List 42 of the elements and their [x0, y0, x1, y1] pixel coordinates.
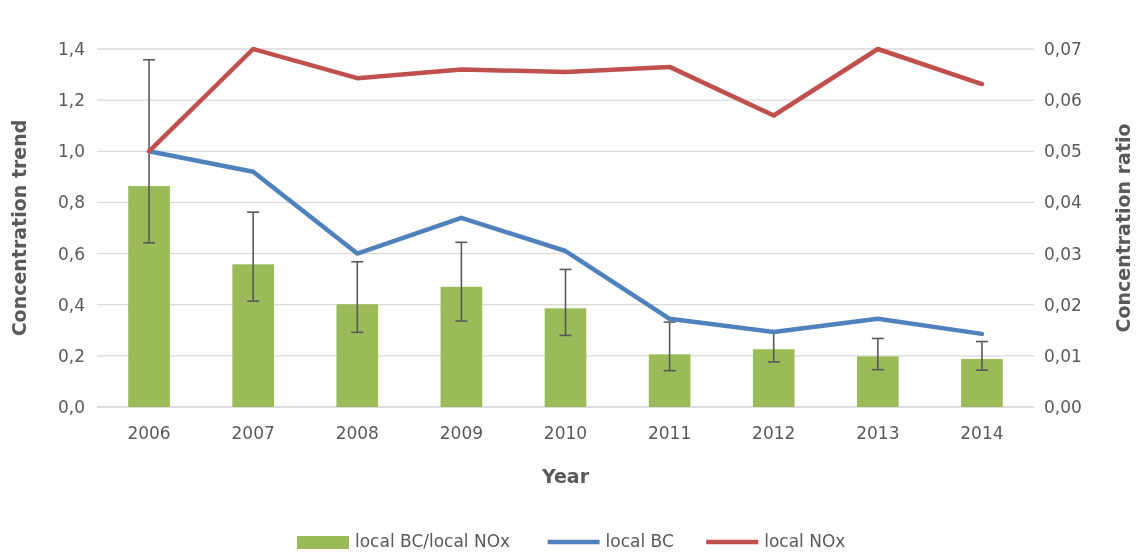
y2-tick-label: 0,00 [1044, 396, 1082, 417]
line-series [146, 46, 985, 154]
bar [752, 349, 795, 407]
x-tick-label: 2006 [127, 423, 171, 443]
bar [648, 354, 691, 407]
bar [961, 358, 1003, 407]
y-tick-label: 1,0 [57, 141, 85, 162]
bar [128, 186, 170, 407]
x-tick-label: 2013 [856, 423, 900, 443]
y2-tick-label: 0,04 [1044, 192, 1082, 213]
y2-tick-label: 0,07 [1044, 38, 1082, 59]
x-axis-title: Year [540, 465, 590, 487]
y2-tick-label: 0,06 [1044, 90, 1082, 111]
y-tick-label: 1,2 [57, 90, 85, 111]
bar [857, 356, 899, 407]
y-tick-label: 0,6 [57, 243, 85, 264]
x-tick-label: 2011 [647, 423, 692, 443]
y2-tick-label: 0,01 [1044, 345, 1082, 366]
y-axis-title: Concentration trend [8, 119, 30, 337]
x-tick-label: 2009 [439, 423, 484, 443]
y2-tick-label: 0,05 [1044, 141, 1082, 162]
y-tick-label: 0,8 [57, 192, 85, 213]
bar [544, 308, 587, 407]
y-tick-label: 0,4 [57, 294, 85, 315]
y2-tick-label: 0,02 [1044, 294, 1082, 315]
x-tick-label: 2012 [752, 423, 796, 443]
bar [336, 304, 379, 407]
x-tick-label: 2007 [231, 423, 275, 443]
y-tick-label: 0,2 [57, 345, 85, 366]
legend-label: local BC/local NOx [355, 531, 511, 551]
legend-label: local NOx [764, 531, 846, 551]
y-tick-label: 1,4 [57, 38, 85, 59]
legend-label: local BC [605, 531, 674, 551]
y2-tick-label: 0,03 [1044, 243, 1082, 264]
bar [440, 286, 483, 407]
y2-axis-title: Concentration ratio [1112, 123, 1134, 333]
y-tick-label: 0,0 [57, 396, 85, 417]
line-series [146, 149, 985, 337]
bar [232, 264, 274, 407]
x-tick-label: 2014 [960, 423, 1004, 443]
x-tick-label: 2010 [543, 423, 588, 443]
x-tick-label: 2008 [335, 423, 379, 443]
